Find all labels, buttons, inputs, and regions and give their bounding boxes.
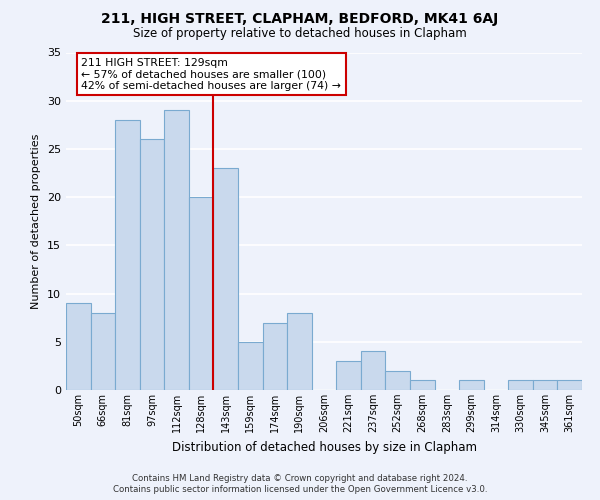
Bar	[91, 313, 115, 390]
Bar	[385, 370, 410, 390]
Bar	[336, 361, 361, 390]
Bar	[66, 303, 91, 390]
Y-axis label: Number of detached properties: Number of detached properties	[31, 134, 41, 309]
Bar	[508, 380, 533, 390]
Bar	[164, 110, 189, 390]
Text: Size of property relative to detached houses in Clapham: Size of property relative to detached ho…	[133, 28, 467, 40]
Bar	[189, 197, 214, 390]
Bar	[214, 168, 238, 390]
Text: 211 HIGH STREET: 129sqm
← 57% of detached houses are smaller (100)
42% of semi-d: 211 HIGH STREET: 129sqm ← 57% of detache…	[82, 58, 341, 91]
Bar	[410, 380, 434, 390]
Bar	[287, 313, 312, 390]
Bar	[238, 342, 263, 390]
Text: Contains HM Land Registry data © Crown copyright and database right 2024.
Contai: Contains HM Land Registry data © Crown c…	[113, 474, 487, 494]
Bar	[557, 380, 582, 390]
Bar	[115, 120, 140, 390]
Bar	[459, 380, 484, 390]
Bar	[140, 140, 164, 390]
Text: 211, HIGH STREET, CLAPHAM, BEDFORD, MK41 6AJ: 211, HIGH STREET, CLAPHAM, BEDFORD, MK41…	[101, 12, 499, 26]
Bar	[263, 322, 287, 390]
X-axis label: Distribution of detached houses by size in Clapham: Distribution of detached houses by size …	[172, 440, 476, 454]
Bar	[361, 352, 385, 390]
Bar	[533, 380, 557, 390]
